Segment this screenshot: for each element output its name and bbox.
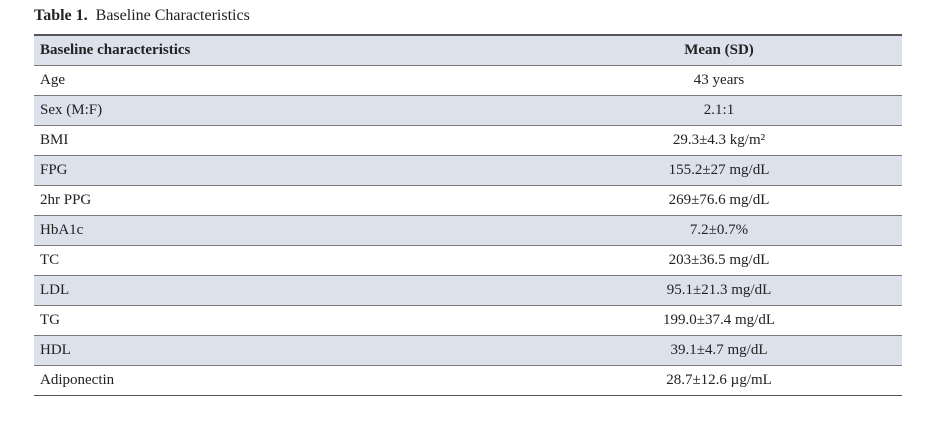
row-label: HDL — [34, 335, 536, 366]
column-header-mean-sd: Mean (SD) — [536, 34, 902, 66]
row-value: 155.2±27 mg/dL — [536, 155, 902, 186]
row-value: 28.7±12.6 µg/mL — [536, 365, 902, 396]
row-value: 203±36.5 mg/dL — [536, 245, 902, 276]
baseline-characteristics-table: Baseline characteristics Mean (SD) Age 4… — [34, 34, 902, 396]
table-row: TG 199.0±37.4 mg/dL — [34, 305, 902, 336]
table-row: BMI 29.3±4.3 kg/m² — [34, 125, 902, 156]
table-caption: Table 1. Baseline Characteristics — [34, 6, 250, 26]
row-label: Sex (M:F) — [34, 95, 536, 126]
row-value: 199.0±37.4 mg/dL — [536, 305, 902, 336]
row-value: 269±76.6 mg/dL — [536, 185, 902, 216]
table-row: HbA1c 7.2±0.7% — [34, 215, 902, 246]
row-label: LDL — [34, 275, 536, 306]
row-value: 43 years — [536, 65, 902, 96]
table-row: TC 203±36.5 mg/dL — [34, 245, 902, 276]
row-label: Adiponectin — [34, 365, 536, 396]
row-value: 39.1±4.7 mg/dL — [536, 335, 902, 366]
table-row: Age 43 years — [34, 65, 902, 96]
table-header-row: Baseline characteristics Mean (SD) — [34, 34, 902, 66]
row-label: TC — [34, 245, 536, 276]
row-value: 2.1:1 — [536, 95, 902, 126]
row-value: 95.1±21.3 mg/dL — [536, 275, 902, 306]
row-label: Age — [34, 65, 536, 96]
table-caption-label: Table 1. — [34, 7, 88, 24]
row-label: HbA1c — [34, 215, 536, 246]
table-caption-title: Baseline Characteristics — [95, 7, 250, 24]
row-label: 2hr PPG — [34, 185, 536, 216]
row-label: BMI — [34, 125, 536, 156]
column-header-characteristic: Baseline characteristics — [34, 34, 536, 66]
table-row: 2hr PPG 269±76.6 mg/dL — [34, 185, 902, 216]
table-row: Sex (M:F) 2.1:1 — [34, 95, 902, 126]
table-row: Adiponectin 28.7±12.6 µg/mL — [34, 365, 902, 396]
table-row: FPG 155.2±27 mg/dL — [34, 155, 902, 186]
row-label: FPG — [34, 155, 536, 186]
row-value: 29.3±4.3 kg/m² — [536, 125, 902, 156]
row-label: TG — [34, 305, 536, 336]
row-value: 7.2±0.7% — [536, 215, 902, 246]
table-row: HDL 39.1±4.7 mg/dL — [34, 335, 902, 366]
table-row: LDL 95.1±21.3 mg/dL — [34, 275, 902, 306]
